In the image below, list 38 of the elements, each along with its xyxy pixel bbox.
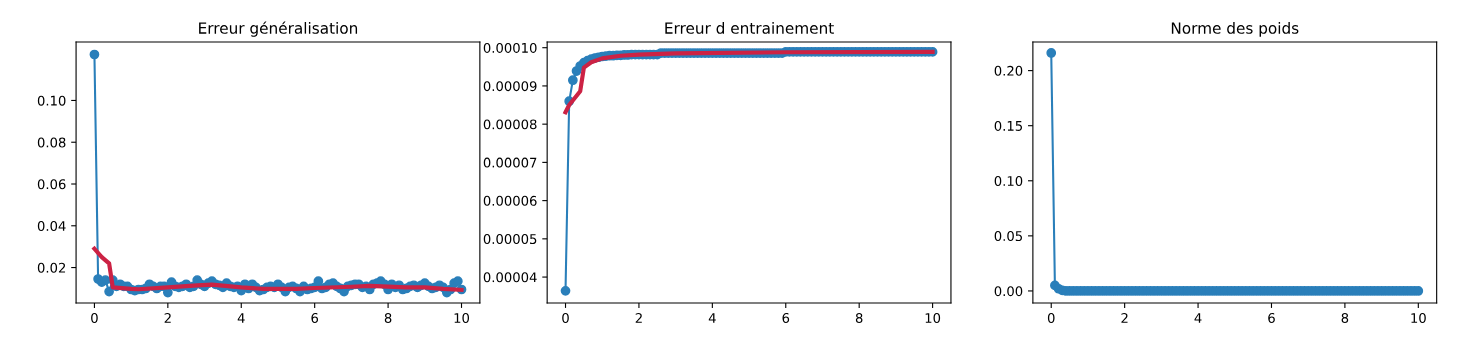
y-tick-label: 0.00007	[483, 157, 537, 168]
x-tick-label: 6	[782, 313, 790, 323]
x-tick-label: 6	[1268, 313, 1275, 323]
y-tick-label: 0.00005	[483, 234, 537, 245]
y-tick-label: 0.00	[994, 286, 1023, 297]
x-tick-label: 0	[1047, 313, 1055, 323]
y-tick-label: 0.10	[37, 95, 66, 106]
y-tick-label: 0.15	[994, 120, 1022, 131]
x-tick-label: 8	[855, 313, 863, 323]
x-tick-label: 8	[384, 313, 392, 323]
x-tick-label: 10	[1411, 313, 1426, 323]
y-tick-label: 0.00006	[483, 195, 537, 206]
y-tick-label: 0.04	[37, 221, 66, 231]
x-tick-label: 10	[925, 313, 941, 323]
chart-title: Erreur généralisation	[199, 21, 358, 37]
y-tick-label: 0.08	[37, 137, 66, 148]
y-tick-label: 0.05	[994, 231, 1022, 242]
y-tick-label: 0.00008	[483, 119, 537, 130]
x-tick-label: 4	[1194, 313, 1202, 323]
chart-title: Norme des poids	[1171, 22, 1299, 37]
y-tick-label: 0.00010	[483, 42, 537, 53]
y-tick-label: 0.02	[37, 262, 66, 273]
x-tick-label: 0	[562, 313, 569, 323]
chart-title: Erreur d entrainement	[665, 22, 834, 34]
x-tick-label: 8	[1341, 313, 1349, 323]
x-tick-label: 10	[454, 313, 470, 323]
y-tick-label: 0.00004	[483, 272, 537, 283]
x-tick-label: 2	[635, 313, 642, 323]
x-tick-label: 6	[311, 313, 319, 323]
x-tick-label: 2	[164, 313, 171, 323]
x-tick-label: 2	[1121, 313, 1128, 323]
y-tick-label: 0.10	[994, 176, 1023, 186]
x-tick-label: 0	[91, 313, 98, 323]
x-tick-label: 4	[237, 313, 245, 323]
y-tick-label: 0.00009	[483, 81, 537, 92]
y-tick-label: 0.20	[994, 65, 1023, 76]
x-tick-label: 4	[708, 313, 716, 323]
y-tick-label: 0.06	[37, 179, 66, 190]
